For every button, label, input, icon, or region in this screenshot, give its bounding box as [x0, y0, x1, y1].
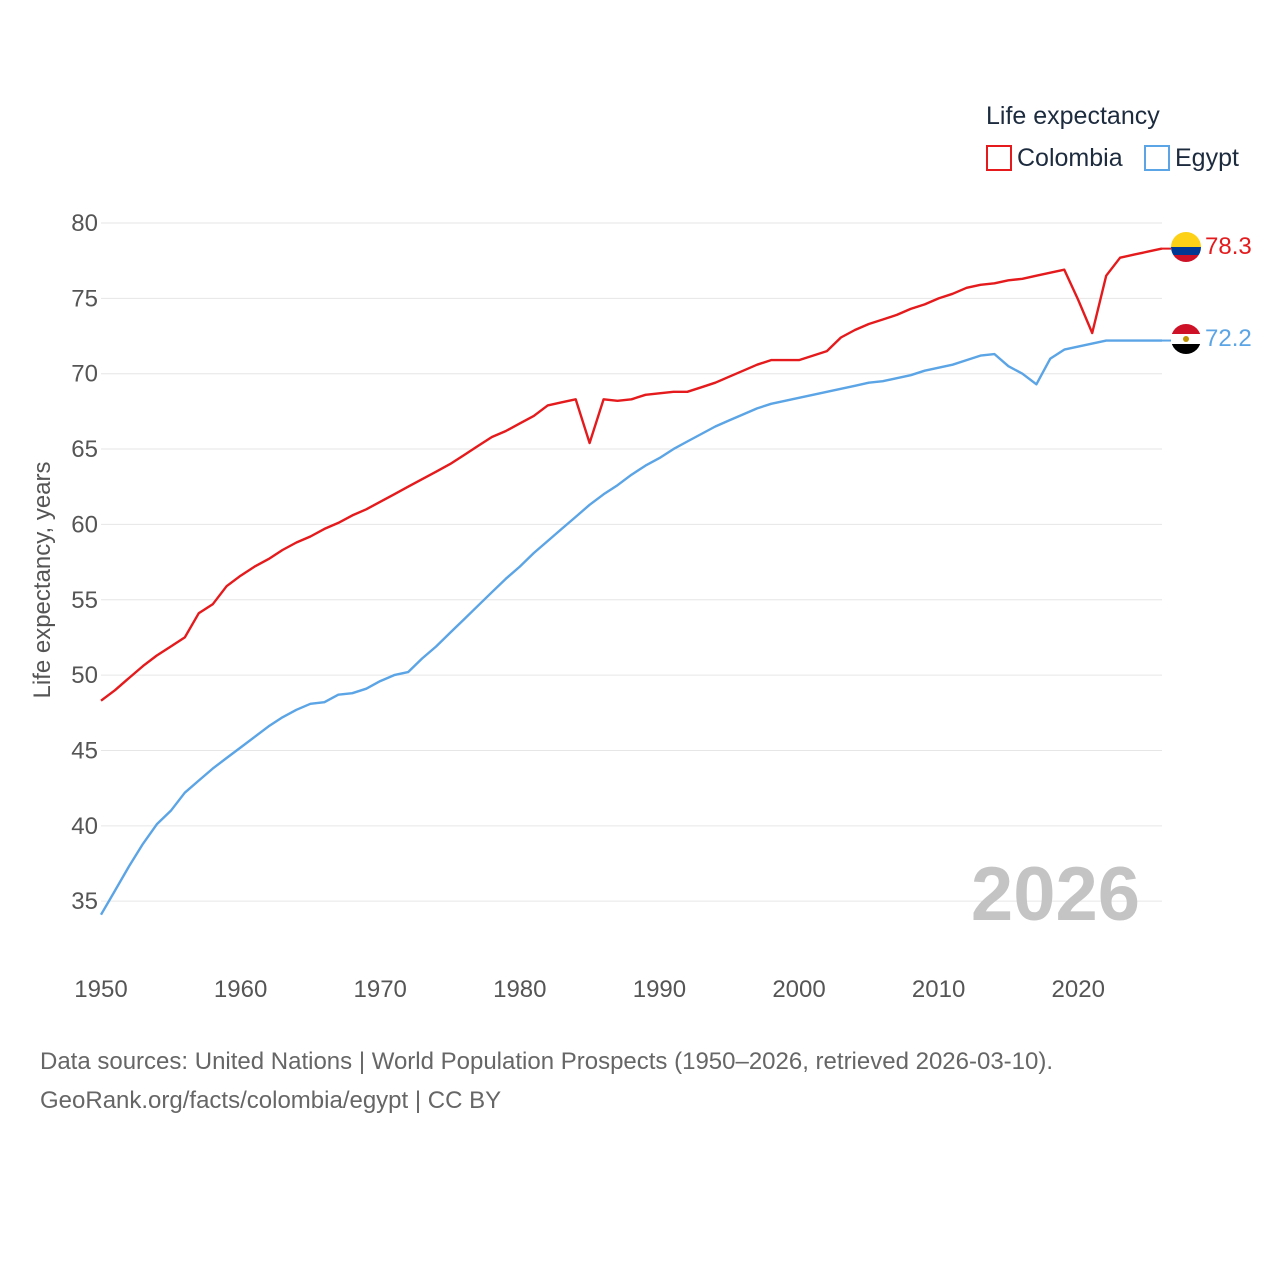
- x-tick-label: 1970: [354, 976, 407, 1003]
- current-year-watermark: 2026: [971, 852, 1140, 937]
- x-axis-ticks: 1950 1960 1970 1980 1990 2000 2010 2020: [74, 976, 1105, 1003]
- y-tick-label: 55: [71, 587, 98, 614]
- legend-item-colombia[interactable]: Colombia: [986, 144, 1123, 172]
- legend-swatch-egypt: [1144, 145, 1170, 171]
- source-footer: Data sources: United Nations | World Pop…: [40, 1042, 1053, 1120]
- egypt-flag-icon: [1171, 324, 1201, 354]
- y-axis-title: Life expectancy, years: [29, 461, 56, 698]
- legend-title: Life expectancy: [986, 102, 1160, 130]
- line-chart: 35 40 45 50 55 60 65 70 75 80 1950 1960 1970 1980 199…: [29, 102, 1252, 1003]
- y-tick-label: 60: [71, 511, 98, 538]
- series-line-colombia[interactable]: [100, 247, 1163, 702]
- series-layer: [99, 247, 1171, 916]
- end-value-colombia: 78.3: [1205, 233, 1252, 260]
- y-tick-label: 40: [71, 813, 98, 840]
- colombia-flag-icon: [1171, 232, 1201, 262]
- y-tick-label: 65: [71, 436, 98, 463]
- legend-swatch-colombia: [986, 145, 1012, 171]
- x-tick-label: 1980: [493, 976, 546, 1003]
- y-tick-label: 45: [71, 737, 98, 764]
- gridlines: [101, 222, 1162, 902]
- credit-line[interactable]: GeoRank.org/facts/colombia/egypt | CC BY: [40, 1087, 502, 1114]
- y-tick-label: 75: [71, 285, 98, 312]
- x-tick-label: 1950: [74, 976, 127, 1003]
- x-tick-label: 1960: [214, 976, 267, 1003]
- x-tick-label: 2000: [772, 976, 825, 1003]
- series-line-egypt[interactable]: [99, 339, 1162, 916]
- legend-label-egypt: Egypt: [1175, 144, 1239, 172]
- legend: Life expectancy Colombia Egypt: [986, 102, 1239, 172]
- y-tick-label: 50: [71, 662, 98, 689]
- y-tick-label: 80: [71, 210, 98, 237]
- x-tick-label: 1990: [633, 976, 686, 1003]
- y-tick-label: 35: [71, 888, 98, 915]
- legend-item-egypt[interactable]: Egypt: [1144, 144, 1239, 172]
- y-axis-ticks: 35 40 45 50 55 60 65 70 75 80: [71, 210, 98, 915]
- x-tick-label: 2010: [912, 976, 965, 1003]
- end-value-egypt: 72.2: [1205, 325, 1252, 352]
- x-tick-label: 2020: [1052, 976, 1105, 1003]
- y-tick-label: 70: [71, 361, 98, 388]
- legend-label-colombia: Colombia: [1017, 144, 1123, 172]
- source-line: Data sources: United Nations | World Pop…: [40, 1048, 1054, 1075]
